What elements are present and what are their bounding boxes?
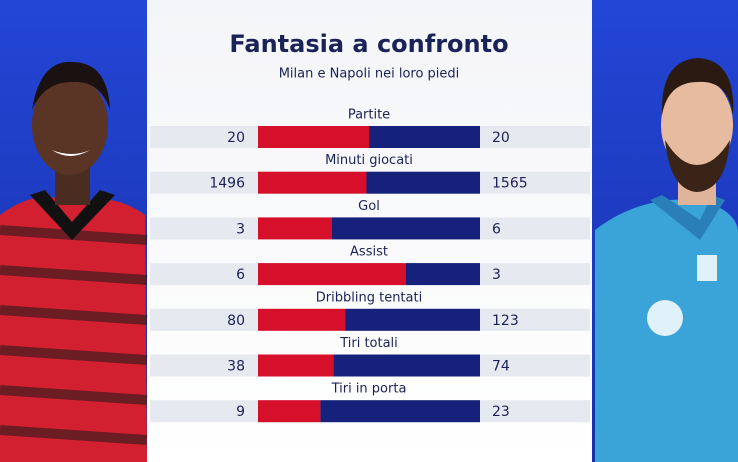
right-bar <box>345 308 480 331</box>
row-label: Tiri totali <box>339 336 398 351</box>
row-label: Dribbling tentati <box>316 290 422 305</box>
row-label: Minuti giocati <box>325 153 413 168</box>
left-value: 6 <box>236 267 245 283</box>
left-player <box>0 61 148 462</box>
left-bar <box>258 263 406 286</box>
left-value: 9 <box>236 404 245 420</box>
left-bar <box>258 308 346 331</box>
left-bar <box>258 217 332 240</box>
right-value: 123 <box>492 313 519 329</box>
left-value: 38 <box>227 359 245 375</box>
right-bar <box>366 171 480 194</box>
right-value: 6 <box>492 221 501 237</box>
row-label: Tiri in porta <box>331 382 407 397</box>
right-bar <box>333 354 480 377</box>
right-bar <box>406 263 480 286</box>
row-label: Gol <box>358 199 380 214</box>
right-bar <box>332 217 480 240</box>
left-value: 20 <box>227 130 245 146</box>
row-label: Assist <box>350 245 388 260</box>
right-bar <box>320 400 480 423</box>
left-bar <box>258 171 367 194</box>
row-label: Partite <box>348 108 390 123</box>
right-value: 1565 <box>492 176 528 192</box>
right-player <box>595 58 738 462</box>
rows: Partite 20 20 Minuti giocati 1496 1565 Gol 3 6 As… <box>150 108 590 423</box>
right-value: 3 <box>492 267 501 283</box>
right-bar <box>369 126 480 148</box>
right-value: 23 <box>492 404 510 420</box>
left-bar <box>258 354 334 377</box>
title: Fantasia a confronto <box>229 30 508 58</box>
subtitle: Milan e Napoli nei loro piedi <box>279 67 460 82</box>
left-bar <box>258 126 369 148</box>
left-value: 3 <box>236 221 245 237</box>
left-bar <box>258 400 321 423</box>
right-value: 20 <box>492 130 510 146</box>
right-value: 74 <box>492 359 510 375</box>
left-value: 80 <box>227 313 245 329</box>
left-value: 1496 <box>209 176 245 192</box>
